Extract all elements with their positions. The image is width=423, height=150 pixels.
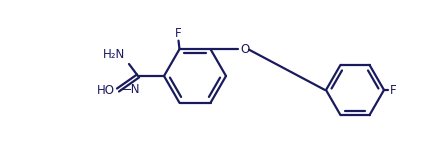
Text: HO: HO [97,84,115,97]
Text: F: F [175,27,182,40]
Text: —N: —N [119,83,140,96]
Text: H₂N: H₂N [103,48,125,62]
Text: F: F [390,84,397,96]
Text: O: O [240,43,250,56]
